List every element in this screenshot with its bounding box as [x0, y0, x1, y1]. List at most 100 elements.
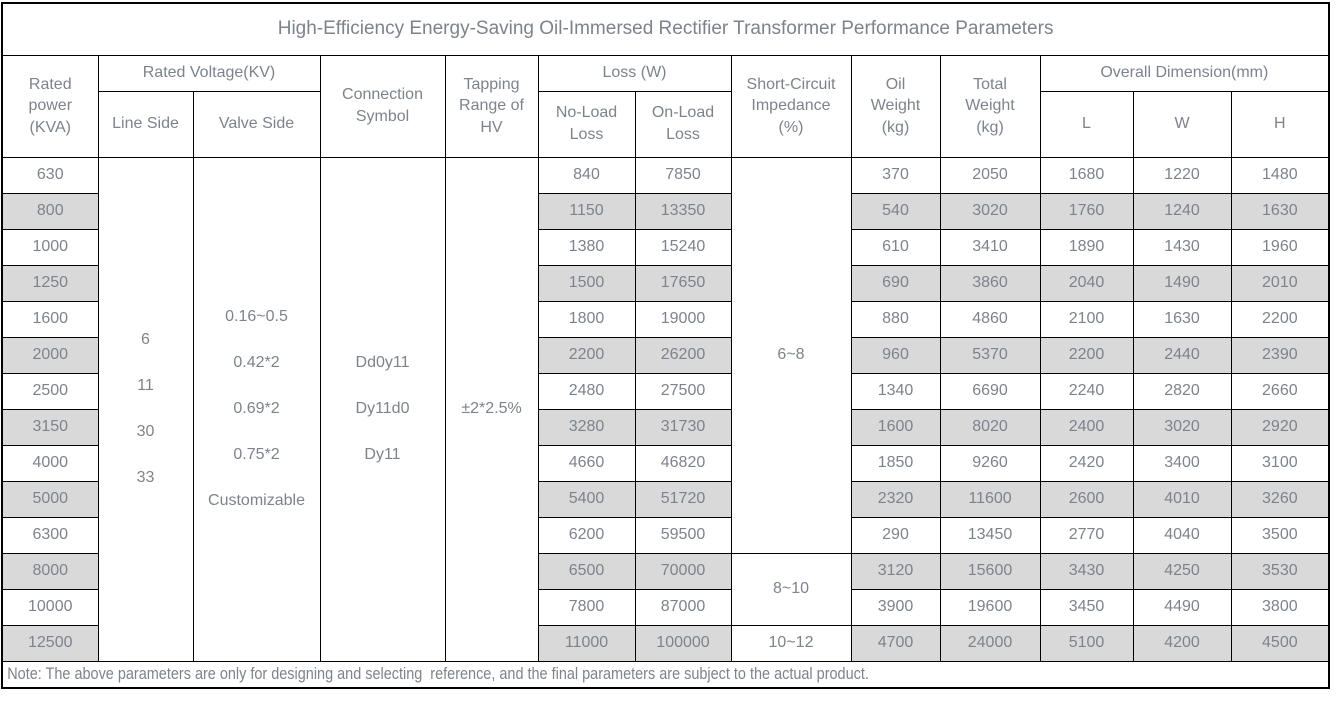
cell-line-side: 6 11 30 33 — [97, 156, 194, 662]
cell-dim-h: 2920 — [1230, 408, 1330, 446]
cell-dim-w: 4200 — [1132, 624, 1232, 662]
cell-no-load-loss: 1380 — [537, 228, 636, 266]
cell-total-weight: 11600 — [939, 480, 1041, 518]
col-header-short-circuit-impedance: Short-Circuit Impedance (%) — [730, 54, 852, 158]
table-row: 5000 5400 51720 2320 11600 2600 4010 3260 — [1, 480, 1330, 518]
cell-no-load-loss: 4660 — [537, 444, 636, 482]
col-header-total-weight: Total Weight (kg) — [939, 54, 1041, 158]
cell-on-load-loss: 7850 — [634, 156, 732, 194]
cell-dim-l: 2040 — [1039, 264, 1134, 302]
col-header-rated-voltage: Rated Voltage(KV) — [97, 54, 321, 92]
cell-total-weight: 8020 — [939, 408, 1041, 446]
cell-no-load-loss: 11000 — [537, 624, 636, 662]
cell-oil-weight: 3120 — [850, 552, 941, 590]
cell-dim-w: 1630 — [1132, 300, 1232, 338]
cell-dim-w: 4040 — [1132, 516, 1232, 554]
cell-oil-weight: 960 — [850, 336, 941, 374]
cell-dim-h: 1630 — [1230, 192, 1330, 230]
cell-on-load-loss: 31730 — [634, 408, 732, 446]
cell-no-load-loss: 1800 — [537, 300, 636, 338]
col-header-tapping-range: Tapping Range of HV — [444, 54, 539, 158]
cell-total-weight: 19600 — [939, 588, 1041, 626]
cell-dim-l: 5100 — [1039, 624, 1134, 662]
cell-valve-side-value: 0.16~0.5 — [225, 308, 288, 325]
cell-dim-l: 2100 — [1039, 300, 1134, 338]
cell-oil-weight: 370 — [850, 156, 941, 194]
cell-oil-weight: 540 — [850, 192, 941, 230]
col-header-loss: Loss (W) — [537, 54, 732, 92]
cell-dim-l: 3430 — [1039, 552, 1134, 590]
table-row: 8000 6500 70000 8~10 3120 15600 3430 4250 3530 — [1, 552, 1330, 626]
cell-dim-h: 2200 — [1230, 300, 1330, 338]
cell-on-load-loss: 19000 — [634, 300, 732, 338]
cell-total-weight: 24000 — [939, 624, 1041, 662]
cell-rated-power: 1000 — [1, 228, 99, 266]
cell-no-load-loss: 1500 — [537, 264, 636, 302]
cell-valve-side-value: 0.42*2 — [233, 354, 280, 371]
page-title: High-Efficiency Energy-Saving Oil-Immers… — [1, 2, 1330, 56]
cell-dim-l: 1760 — [1039, 192, 1134, 230]
cell-oil-weight: 610 — [850, 228, 941, 266]
cell-oil-weight: 880 — [850, 300, 941, 338]
cell-dim-h: 2390 — [1230, 336, 1330, 374]
cell-rated-power: 3150 — [1, 408, 99, 446]
col-header-connection-symbol: Connection Symbol — [319, 54, 446, 158]
cell-on-load-loss: 87000 — [634, 588, 732, 626]
cell-valve-side-value: Customizable — [208, 492, 305, 509]
cell-on-load-loss: 70000 — [634, 552, 732, 590]
table-row: 630 6 11 30 33 0.16~0.5 0.42*2 0.69*2 0.75*2 Cust… — [1, 156, 1330, 662]
col-header-line-side: Line Side — [97, 90, 194, 158]
parameters-table: High-Efficiency Energy-Saving Oil-Immers… — [1, 2, 1331, 689]
table-row: 2500 2480 27500 1340 6690 2240 2820 2660 — [1, 372, 1330, 410]
cell-dim-h: 1960 — [1230, 228, 1330, 266]
cell-oil-weight: 1850 — [850, 444, 941, 482]
cell-connection-symbol-value: Dd0y11 — [355, 354, 410, 371]
cell-on-load-loss: 27500 — [634, 372, 732, 410]
cell-oil-weight: 690 — [850, 264, 941, 302]
note-cell: Note: The above parameters are only for … — [1, 660, 1330, 689]
cell-no-load-loss: 1150 — [537, 192, 636, 230]
cell-rated-power: 6300 — [1, 516, 99, 554]
cell-oil-weight: 290 — [850, 516, 941, 554]
cell-dim-h: 2010 — [1230, 264, 1330, 302]
cell-no-load-loss: 2480 — [537, 372, 636, 410]
cell-on-load-loss: 26200 — [634, 336, 732, 374]
cell-rated-power: 5000 — [1, 480, 99, 518]
cell-impedance: 6~8 — [730, 156, 852, 554]
cell-total-weight: 15600 — [939, 552, 1041, 590]
cell-oil-weight: 4700 — [850, 624, 941, 662]
cell-valve-side: 0.16~0.5 0.42*2 0.69*2 0.75*2 Customizable — [192, 156, 321, 662]
cell-dim-h: 3260 — [1230, 480, 1330, 518]
cell-dim-l: 2420 — [1039, 444, 1134, 482]
cell-dim-l: 2770 — [1039, 516, 1134, 554]
cell-dim-w: 3020 — [1132, 408, 1232, 446]
cell-oil-weight: 1340 — [850, 372, 941, 410]
cell-rated-power: 800 — [1, 192, 99, 230]
cell-dim-w: 1240 — [1132, 192, 1232, 230]
cell-rated-power: 1250 — [1, 264, 99, 302]
cell-impedance: 8~10 — [730, 552, 852, 626]
cell-total-weight: 3860 — [939, 264, 1041, 302]
col-header-on-load-loss: On-Load Loss — [634, 90, 732, 158]
cell-no-load-loss: 6500 — [537, 552, 636, 590]
table-row: 1600 1800 19000 880 4860 2100 1630 2200 — [1, 300, 1330, 338]
cell-on-load-loss: 51720 — [634, 480, 732, 518]
cell-no-load-loss: 5400 — [537, 480, 636, 518]
header-row-2: Line Side Valve Side No-Load Loss On-Loa… — [2, 90, 1330, 158]
cell-rated-power: 2500 — [1, 372, 99, 410]
cell-dim-w: 2440 — [1132, 336, 1232, 374]
cell-oil-weight: 1600 — [850, 408, 941, 446]
cell-total-weight: 4860 — [939, 300, 1041, 338]
cell-valve-side-value: 0.75*2 — [233, 446, 280, 463]
cell-line-side-value: 6 — [141, 331, 150, 348]
cell-on-load-loss: 13350 — [634, 192, 732, 230]
cell-dim-w: 1490 — [1132, 264, 1232, 302]
cell-rated-power: 10000 — [1, 588, 99, 626]
cell-valve-side-value: 0.69*2 — [233, 400, 280, 417]
cell-no-load-loss: 840 — [537, 156, 636, 194]
cell-dim-w: 4490 — [1132, 588, 1232, 626]
cell-dim-w: 4250 — [1132, 552, 1232, 590]
cell-total-weight: 9260 — [939, 444, 1041, 482]
cell-dim-h: 3100 — [1230, 444, 1330, 482]
cell-oil-weight: 2320 — [850, 480, 941, 518]
